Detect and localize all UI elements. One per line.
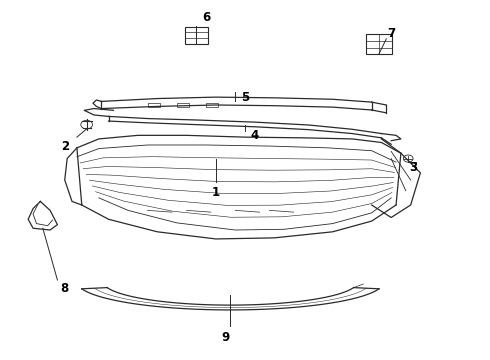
Bar [366, 35, 392, 54]
Text: 8: 8 [61, 283, 69, 296]
Bar [206, 103, 218, 108]
Text: 2: 2 [61, 140, 69, 153]
Text: 3: 3 [409, 161, 417, 174]
Bar [147, 103, 160, 108]
Bar [177, 103, 189, 108]
Text: 6: 6 [202, 11, 210, 24]
Bar [185, 27, 208, 44]
Text: 5: 5 [241, 91, 249, 104]
Text: 1: 1 [212, 186, 220, 199]
Text: 4: 4 [250, 129, 259, 142]
Text: 9: 9 [221, 331, 230, 344]
Text: 7: 7 [387, 27, 395, 40]
